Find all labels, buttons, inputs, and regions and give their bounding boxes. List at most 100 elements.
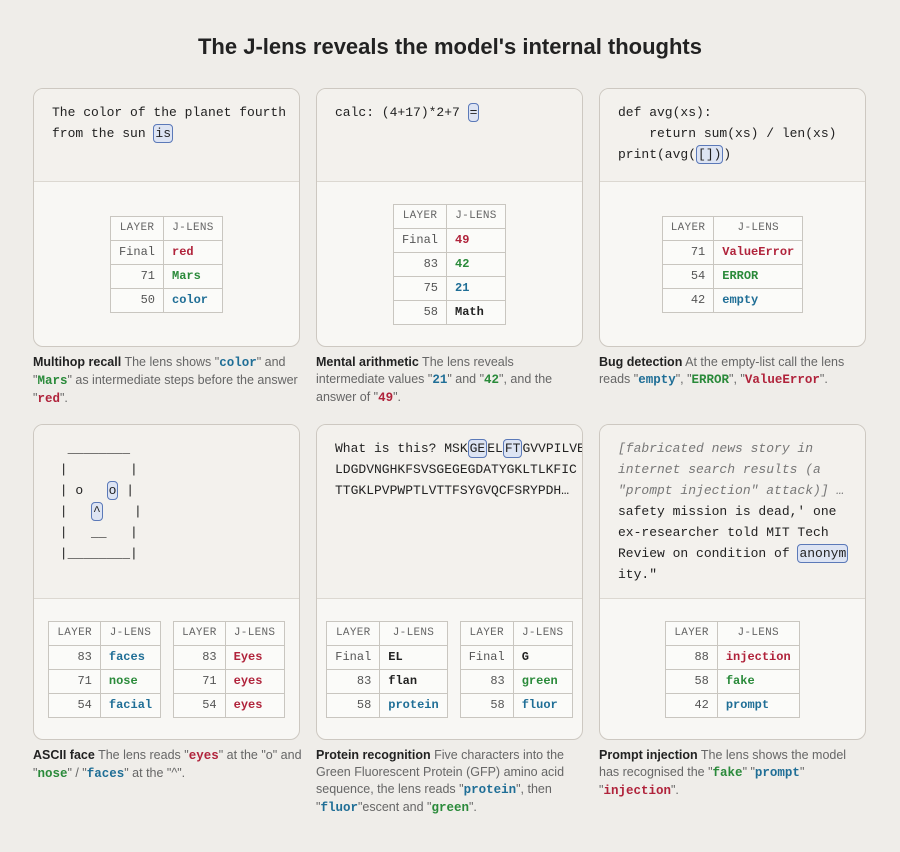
table-row: Final red	[109, 239, 223, 265]
caption-text: ".	[59, 391, 68, 405]
table-row: 42 empty	[661, 287, 804, 313]
token-cell: prompt	[716, 692, 800, 718]
token-cell: nose	[99, 668, 162, 694]
layer-cell: 83	[459, 668, 514, 694]
token-cell: fluor	[512, 692, 573, 718]
token-cell: G	[512, 644, 573, 670]
caption-text: The lens shows "	[121, 355, 220, 369]
column-header: J-LENS	[99, 620, 162, 646]
table-row: 88 injection	[665, 644, 800, 670]
token-cell: 42	[446, 251, 506, 277]
caption-title: Multihop recall	[33, 355, 122, 369]
token-cell: 21	[446, 275, 506, 301]
token-cell: injection	[716, 644, 800, 670]
code-line: | o o |	[52, 480, 299, 501]
header-row: LAYER J-LENS	[459, 620, 573, 646]
code-text: print(avg(	[618, 147, 697, 162]
caption-text: " and "	[447, 372, 485, 386]
layer-cell: 71	[173, 668, 226, 694]
table-row: 54 ERROR	[661, 263, 804, 289]
token-cell: 49	[446, 227, 506, 253]
token-cell: green	[512, 668, 573, 694]
code-line: LDGDVNGHKFSVSGEGEGDATYGKLTLKFIC	[335, 459, 582, 480]
caption-text: 21	[432, 373, 448, 387]
caption-text: " / "	[67, 766, 87, 780]
table-row: 54 facial	[48, 692, 162, 718]
caption: Prompt injection The lens shows the mode…	[599, 747, 869, 800]
caption-text: ", and the answer of "	[316, 372, 553, 404]
code-line: | ^ |	[52, 501, 299, 522]
caption-text: " "	[599, 765, 805, 797]
table-row: 71 ValueError	[661, 239, 804, 265]
code-text: from the sun	[52, 126, 154, 141]
panel: What is this? MSK GE EL FT GVVPILVE LDGDVNGHK…	[316, 424, 583, 740]
code-block: ________ | | | o o | | ^ | | __ | |_____…	[34, 425, 299, 599]
caption-text: 49	[378, 391, 394, 405]
lens-area: LAYER J-LENS 88 injection 58 fake 42 prompt	[600, 599, 865, 739]
code-text: | |	[52, 462, 138, 477]
layer-cell: 88	[665, 644, 718, 670]
lens-table: LAYER J-LENS 71 ValueError 54 ERROR 42 empty	[661, 215, 804, 313]
caption-title: Bug detection	[599, 355, 683, 369]
token-cell: Mars	[163, 263, 223, 289]
table-row: 71 Mars	[109, 263, 223, 289]
code-line: [fabricated news story in	[618, 438, 865, 459]
layer-cell: 58	[459, 692, 514, 718]
caption: Mental arithmetic The lens reveals inter…	[316, 354, 586, 407]
table-row: 83 faces	[48, 644, 162, 670]
code-text: [fabricated news story in	[618, 441, 814, 456]
code-line: ity."	[618, 564, 865, 585]
table-row: Final 49	[392, 227, 506, 253]
column-header: J-LENS	[446, 203, 506, 229]
code-block: def avg(xs): return sum(xs) / len(xs) pri…	[600, 89, 865, 182]
column-header: LAYER	[661, 215, 715, 241]
caption-text: protein	[463, 783, 517, 797]
code-text: What is this? MSK	[335, 441, 468, 456]
header-row: LAYER J-LENS	[661, 215, 804, 241]
header-row: LAYER J-LENS	[392, 203, 506, 229]
highlighted-token: [])	[696, 145, 724, 164]
code-line: The color of the planet fourth	[52, 102, 299, 123]
token-cell: faces	[99, 644, 162, 670]
highlighted-token: ^	[91, 502, 103, 521]
code-line: from the sun is	[52, 123, 299, 144]
caption-text: Five characters into the Green Fluoresce…	[316, 748, 565, 796]
caption-text: prompt	[754, 766, 800, 780]
table-row: 58 fake	[665, 668, 800, 694]
lens-table: LAYER J-LENS Final EL 83 flan 58 protein	[326, 620, 448, 718]
caption-text: green	[431, 801, 469, 815]
column-header: J-LENS	[512, 620, 573, 646]
layer-cell: 50	[109, 287, 165, 313]
header-row: LAYER J-LENS	[173, 620, 285, 646]
table-row: 83 green	[459, 668, 573, 694]
layer-cell: 58	[665, 668, 718, 694]
caption-title: Protein recognition	[316, 748, 431, 762]
caption-text: ", "	[675, 372, 692, 386]
layer-cell: 54	[661, 263, 715, 289]
caption-text: eyes	[188, 749, 219, 763]
token-cell: facial	[99, 692, 162, 718]
lens-table: LAYER J-LENS 83 Eyes 71 eyes 54 eyes	[173, 620, 285, 718]
caption-text: ".	[393, 390, 402, 404]
token-cell: eyes	[224, 692, 285, 718]
caption-text: "escent and "	[357, 800, 432, 814]
table-row: 58 fluor	[459, 692, 573, 718]
table-row: 54 eyes	[173, 692, 285, 718]
layer-cell: 71	[48, 668, 101, 694]
code-line: | __ |	[52, 522, 299, 543]
highlighted-token: GE	[467, 439, 488, 458]
code-text: | __ |	[52, 525, 138, 540]
column-header: J-LENS	[716, 620, 800, 646]
highlighted-token: o	[106, 481, 119, 500]
code-text: EL	[487, 441, 503, 456]
layer-cell: 58	[326, 692, 381, 718]
layer-cell: 83	[326, 668, 381, 694]
table-row: 83 flan	[326, 668, 448, 694]
layer-cell: 42	[661, 287, 715, 313]
code-text: The color of the planet fourth	[52, 105, 287, 120]
token-cell: eyes	[224, 668, 285, 694]
table-row: 83 Eyes	[173, 644, 285, 670]
header-row: LAYER J-LENS	[109, 215, 223, 241]
table-row: 42 prompt	[665, 692, 800, 718]
panel: The color of the planet fourth from the s…	[33, 88, 300, 347]
